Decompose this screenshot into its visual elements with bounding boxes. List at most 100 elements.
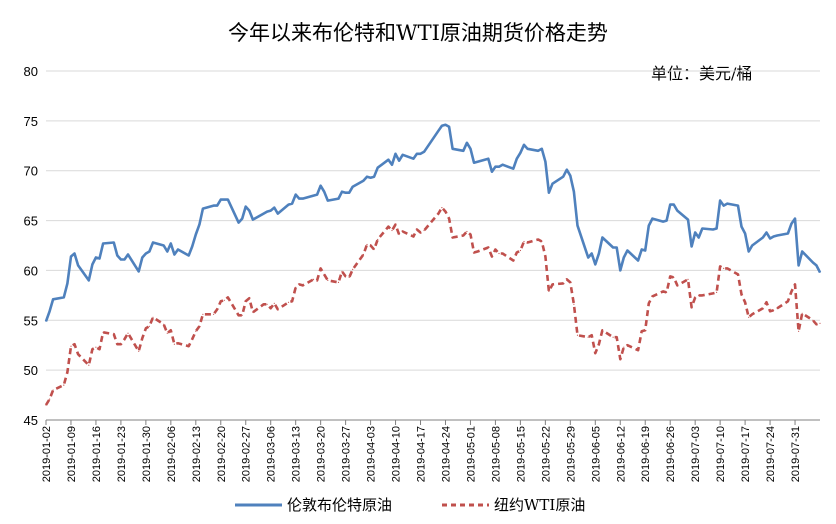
- data-point: [98, 257, 101, 260]
- data-point: [637, 259, 639, 262]
- x-tick-label: 2019-01-30: [141, 426, 153, 482]
- data-point: [213, 205, 215, 207]
- data-point: [316, 194, 318, 196]
- data-point: [377, 167, 379, 169]
- data-point: [166, 250, 168, 253]
- data-point: [812, 319, 814, 321]
- data-point: [626, 344, 629, 346]
- data-point: [765, 301, 768, 303]
- data-point: [551, 283, 554, 285]
- data-point: [266, 211, 268, 213]
- data-point: [370, 244, 372, 247]
- data-point: [815, 323, 818, 325]
- data-point: [751, 244, 753, 247]
- data-point: [345, 275, 347, 277]
- data-point: [723, 267, 725, 269]
- data-point: [591, 252, 593, 255]
- data-point: [587, 336, 589, 338]
- data-point: [402, 154, 404, 156]
- data-point: [277, 308, 279, 310]
- data-point: [266, 303, 268, 305]
- data-point: [198, 224, 200, 226]
- data-point: [312, 278, 315, 280]
- y-tick-label: 50: [24, 363, 38, 378]
- data-point: [494, 166, 496, 168]
- data-point: [177, 342, 179, 344]
- data-point: [516, 158, 518, 160]
- data-point: [562, 282, 564, 284]
- data-point: [227, 199, 229, 201]
- data-point: [45, 404, 47, 406]
- data-point: [337, 198, 340, 200]
- data-point: [370, 177, 372, 179]
- data-point: [191, 245, 193, 248]
- data-point: [651, 218, 654, 220]
- data-point: [73, 343, 76, 345]
- data-point: [444, 124, 447, 126]
- data-point: [263, 213, 265, 215]
- data-point: [102, 331, 104, 333]
- data-point: [295, 194, 297, 196]
- data-point: [352, 268, 354, 270]
- data-point: [765, 231, 768, 234]
- series-line-wti: [44, 206, 821, 406]
- data-point: [762, 236, 764, 239]
- data-point: [512, 168, 514, 170]
- data-point: [644, 249, 646, 252]
- y-tick-label: 60: [24, 263, 38, 278]
- data-point: [348, 276, 350, 278]
- data-point: [698, 294, 700, 296]
- data-point: [569, 281, 571, 283]
- data-point: [641, 330, 643, 332]
- data-point: [152, 241, 154, 244]
- data-point: [273, 207, 275, 209]
- data-point: [594, 263, 596, 265]
- data-point: [441, 125, 443, 127]
- data-point: [726, 203, 728, 205]
- gridlines: [46, 70, 820, 371]
- x-tick-label: 2019-07-03: [690, 426, 702, 482]
- data-point: [391, 164, 393, 166]
- x-tick-label: 2019-05-15: [515, 426, 527, 482]
- data-point: [519, 152, 522, 154]
- data-point: [419, 153, 422, 155]
- data-point: [423, 229, 425, 232]
- data-point: [63, 296, 65, 298]
- data-point: [673, 276, 675, 278]
- data-point: [291, 300, 293, 302]
- data-point: [502, 164, 504, 166]
- data-point: [744, 301, 746, 303]
- data-point: [98, 348, 101, 350]
- data-point: [77, 353, 79, 355]
- data-point: [762, 307, 764, 309]
- data-point: [566, 278, 568, 280]
- data-point: [302, 284, 304, 286]
- data-point: [694, 231, 696, 234]
- x-tick-label: 2019-03-13: [291, 426, 303, 482]
- data-point: [719, 265, 721, 267]
- data-point: [412, 235, 414, 238]
- data-point: [88, 364, 90, 366]
- data-point: [123, 258, 126, 261]
- data-point: [477, 250, 479, 253]
- data-point: [526, 148, 529, 150]
- data-point: [416, 228, 418, 231]
- x-tick-label: 2019-02-20: [216, 426, 228, 482]
- data-point: [402, 230, 404, 233]
- data-point: [691, 245, 693, 248]
- y-tick-label: 70: [24, 164, 38, 179]
- data-point: [373, 176, 375, 178]
- data-point: [666, 291, 668, 293]
- data-point: [551, 183, 554, 185]
- data-point: [302, 198, 304, 200]
- data-point: [341, 191, 343, 193]
- data-point: [116, 254, 118, 257]
- data-point: [441, 207, 443, 209]
- data-point: [719, 200, 721, 202]
- data-point: [712, 228, 714, 231]
- data-point: [701, 294, 703, 296]
- data-point: [127, 332, 129, 334]
- data-point: [612, 246, 614, 249]
- data-point: [794, 283, 796, 285]
- data-point: [298, 198, 300, 200]
